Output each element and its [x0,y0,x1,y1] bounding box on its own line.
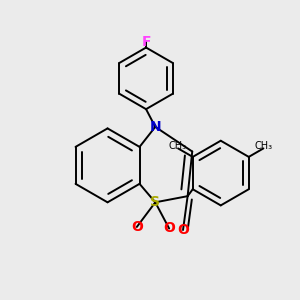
Text: S: S [150,195,160,209]
Text: CH₃: CH₃ [169,141,187,151]
Text: O: O [163,221,175,236]
Text: O: O [177,223,189,237]
Text: N: N [149,120,161,134]
Text: CH₃: CH₃ [254,141,272,151]
Text: F: F [141,35,151,49]
Text: O: O [131,220,143,234]
